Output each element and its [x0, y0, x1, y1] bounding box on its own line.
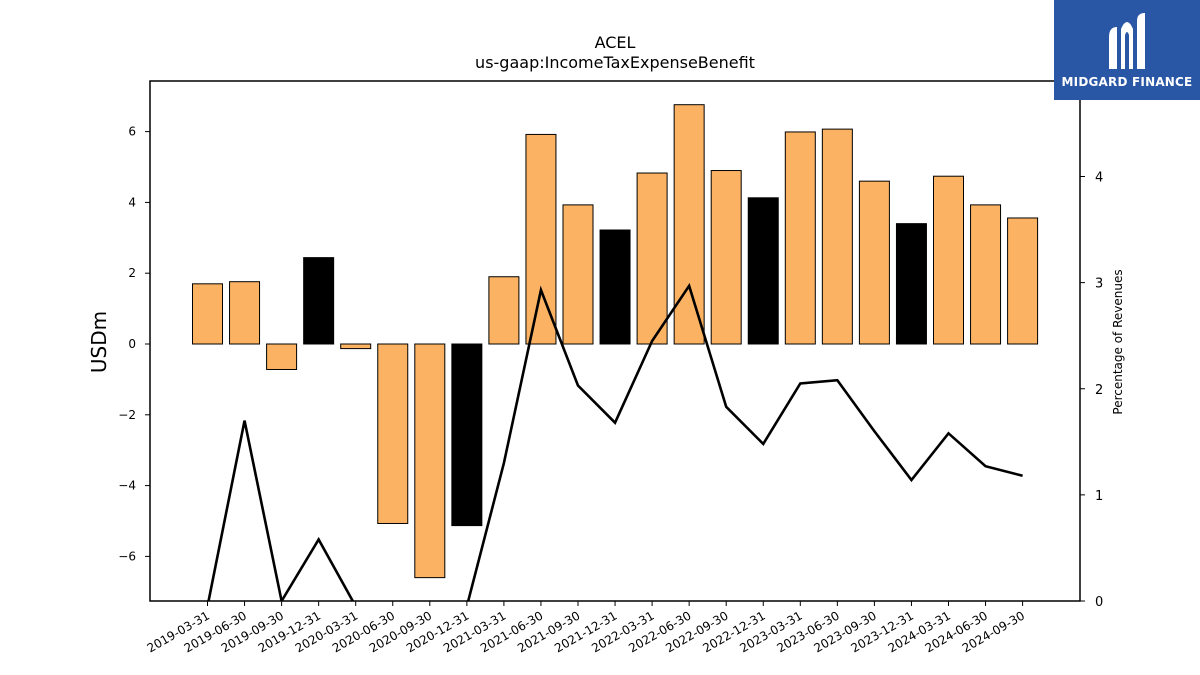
bar-2023-03-31 [784, 131, 816, 345]
y-tick-label: −4 [118, 479, 136, 493]
bar-2022-09-30 [710, 170, 742, 345]
bar-2024-09-30 [1007, 217, 1039, 345]
bar-2021-03-31 [488, 276, 520, 345]
chart-title: ACEL [595, 33, 636, 52]
bar-2020-12-31 [451, 343, 483, 527]
bar-2022-03-31 [636, 172, 668, 345]
y2-tick-label: 4 [1095, 171, 1103, 186]
bar-2019-12-31 [303, 257, 335, 345]
bar-2020-03-31 [340, 343, 372, 350]
bar-2024-06-30 [970, 204, 1002, 345]
y2-tick-label: 2 [1095, 383, 1103, 398]
y-axis-label: USDm [87, 311, 111, 373]
y-tick-label: 2 [128, 266, 136, 280]
bar-2023-12-31 [895, 223, 927, 345]
line-segment-0 [207, 420, 355, 601]
bar-2021-09-30 [562, 204, 594, 345]
bar-2019-09-30 [266, 343, 298, 370]
bar-series [192, 104, 1039, 579]
y-tick-label: 0 [128, 337, 136, 351]
bar-2019-06-30 [229, 281, 261, 345]
bar-2019-03-31 [192, 283, 223, 345]
y-tick-label: 6 [128, 125, 136, 139]
y-tick-label: −6 [118, 549, 136, 563]
bar-2024-03-31 [933, 175, 964, 345]
axes: −6−4−20246012342019-03-312019-06-302019-… [118, 80, 1103, 655]
bar-2021-12-31 [599, 229, 631, 345]
logo-text: MIDGARD FINANCE [1061, 75, 1193, 89]
bar-2021-06-30 [525, 133, 557, 345]
bar-2020-06-30 [377, 343, 409, 524]
y2-axis-label: Percentage of Revenues [1111, 269, 1125, 414]
y-tick-label: −2 [118, 408, 136, 422]
bar-2023-09-30 [858, 180, 890, 345]
midgard-finance-logo: MIDGARD FINANCE [1054, 0, 1200, 100]
bar-2020-09-30 [414, 343, 446, 579]
bar-2023-06-30 [821, 128, 853, 345]
percentage-line-series [207, 282, 1023, 601]
bar-2022-12-31 [747, 197, 779, 345]
bar-2022-06-30 [673, 104, 705, 345]
y2-tick-label: 0 [1095, 595, 1103, 610]
chart-subtitle: us-gaap:IncomeTaxExpenseBenefit [475, 53, 755, 72]
y2-tick-label: 3 [1095, 277, 1103, 292]
y-tick-label: 4 [128, 195, 136, 209]
midgard-logo-icon [1109, 13, 1145, 69]
y2-tick-label: 1 [1095, 489, 1103, 504]
line-segment-1 [466, 282, 1023, 601]
